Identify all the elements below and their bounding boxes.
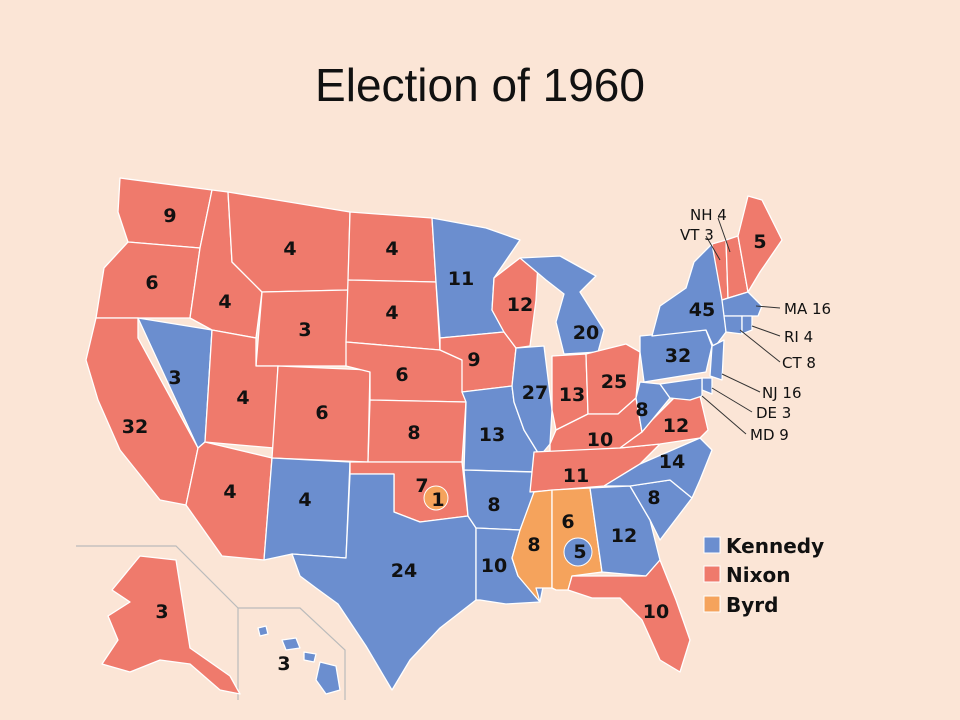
- alaska-inset-frame: [76, 545, 239, 700]
- ev-label-ks: 8: [407, 422, 420, 444]
- slide-title: Election of 1960: [315, 59, 645, 111]
- ev-label-mt: 4: [283, 238, 296, 260]
- ev-label-wa: 9: [163, 205, 176, 227]
- ev-label-in: 13: [559, 384, 585, 406]
- ev-label-ms: 8: [527, 534, 540, 556]
- ev-label-nm: 4: [298, 489, 311, 511]
- ev-label-mi: 20: [573, 322, 599, 344]
- ev-label-la: 10: [481, 555, 507, 577]
- legend-label-nixon: Nixon: [726, 563, 790, 587]
- legend-label-kennedy: Kennedy: [726, 534, 824, 558]
- ev-label-ca: 32: [122, 416, 148, 438]
- ev-label-tx: 24: [391, 560, 417, 582]
- callout-ma: MA 16: [784, 300, 831, 318]
- callout-ri: RI 4: [784, 328, 813, 346]
- ev-label-sd: 4: [385, 302, 398, 324]
- ev-label-va: 12: [663, 415, 689, 437]
- ev-label-nc: 14: [659, 451, 685, 473]
- state-md: [659, 377, 703, 401]
- legend-swatch-nixon: [703, 565, 721, 583]
- state-ct: [723, 315, 743, 335]
- state-nj: [709, 339, 725, 381]
- state-de: [701, 377, 713, 395]
- northeast-callouts: NH 4 VT 3 MA 16 RI 4 CT 8 NJ 16 DE 3 MD …: [680, 206, 831, 444]
- ev-label-or: 6: [145, 272, 158, 294]
- ev-label-mo: 13: [479, 424, 505, 446]
- ev-label-hi: 3: [277, 653, 290, 675]
- callout-de: DE 3: [756, 404, 791, 422]
- ev-label-me: 5: [753, 231, 766, 253]
- state-ca: [85, 317, 199, 506]
- ev-label-co: 6: [315, 402, 328, 424]
- ev-label-nd: 4: [385, 238, 398, 260]
- state-or: [95, 241, 201, 319]
- ev-label-fl: 10: [643, 601, 669, 623]
- ev-label-oh: 25: [601, 371, 627, 393]
- state-al-kennedy-marker: [563, 537, 593, 567]
- ev-label-ky: 10: [587, 429, 613, 451]
- electoral-vote-labels: 9 6 32 4 3 4 3 4 4 6 4 4 4 6 8 7 1 24 11…: [122, 205, 767, 675]
- ev-label-al: 6: [561, 511, 574, 533]
- ev-label-wv: 8: [635, 399, 648, 421]
- ev-label-ne: 6: [395, 364, 408, 386]
- ev-label-ga: 12: [611, 525, 637, 547]
- ev-label-pa: 32: [665, 345, 691, 367]
- ev-label-ar: 8: [487, 494, 500, 516]
- ev-label-al-kennedy: 5: [573, 541, 586, 563]
- ev-label-ak: 3: [155, 601, 168, 623]
- state-ma: [721, 291, 763, 317]
- state-ok-byrd-marker: [423, 485, 449, 511]
- legend-label-byrd: Byrd: [726, 593, 778, 617]
- state-tx: [291, 473, 477, 691]
- ev-label-ny: 45: [689, 299, 715, 321]
- ev-label-il: 27: [522, 382, 548, 404]
- ev-label-ia: 9: [467, 349, 480, 371]
- ev-label-ok: 7: [415, 475, 428, 497]
- ev-label-nv: 3: [168, 367, 181, 389]
- state-ri: [741, 315, 753, 335]
- callout-vt: VT 3: [680, 226, 714, 244]
- ev-label-mn: 11: [448, 268, 474, 290]
- callout-nj: NJ 16: [762, 384, 802, 402]
- callout-md: MD 9: [750, 426, 789, 444]
- state-ak: [101, 555, 241, 695]
- ev-label-wy: 3: [298, 319, 311, 341]
- callout-ct: CT 8: [782, 354, 816, 372]
- legend-swatch-byrd: [703, 595, 721, 613]
- state-hi: [257, 625, 341, 695]
- ev-label-wi: 12: [507, 294, 533, 316]
- state-fl: [567, 559, 691, 673]
- ev-label-az: 4: [223, 481, 236, 503]
- ev-label-tn: 11: [563, 465, 589, 487]
- ev-label-ut: 4: [236, 387, 249, 409]
- ev-label-sc: 8: [647, 487, 660, 509]
- callout-nh: NH 4: [690, 206, 727, 224]
- ev-label-ok-byrd: 1: [431, 489, 444, 511]
- hawaii-inset-frame: [238, 607, 346, 700]
- legend: Kennedy Nixon Byrd: [703, 534, 824, 617]
- ev-label-id: 4: [218, 291, 231, 313]
- state-nc: [603, 437, 713, 499]
- legend-swatch-kennedy: [703, 536, 721, 554]
